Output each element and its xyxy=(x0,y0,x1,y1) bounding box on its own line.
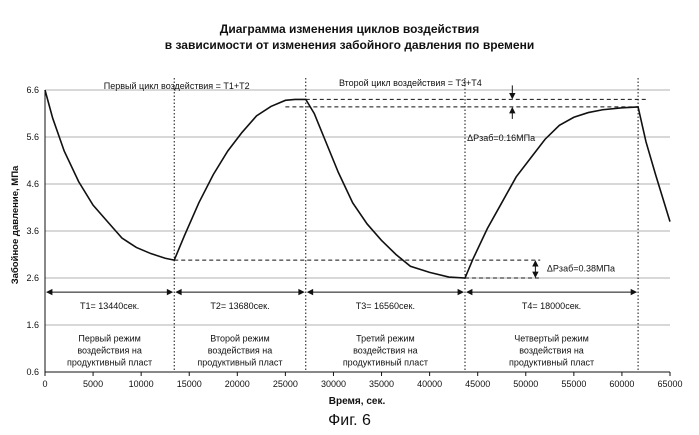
arrow-head xyxy=(532,260,538,266)
x-tick-label: 5000 xyxy=(83,379,103,389)
x-tick-label: 40000 xyxy=(417,379,442,389)
arrow-head xyxy=(466,289,472,295)
figure-caption: Фиг. 6 xyxy=(0,412,699,430)
phase-mode-label: Четвертый режим xyxy=(514,333,589,343)
x-tick-label: 35000 xyxy=(369,379,394,389)
cycle-label: Первый цикл воздействия = Т1+Т2 xyxy=(104,81,250,91)
phase-mode-label: воздействия на xyxy=(208,345,273,355)
arrow-head xyxy=(167,289,173,295)
x-tick-label: 50000 xyxy=(513,379,538,389)
x-tick-label: 55000 xyxy=(561,379,586,389)
x-tick-label: 0 xyxy=(42,379,47,389)
phase-mode-label: продуктивный пласт xyxy=(197,357,282,367)
phase-mode-label: продуктивный пласт xyxy=(343,357,428,367)
y-tick-label: 6.6 xyxy=(26,85,39,95)
x-tick-label: 30000 xyxy=(321,379,346,389)
delta-pressure-label: ΔPзаб=0.16МПа xyxy=(467,133,535,143)
x-tick-label: 65000 xyxy=(657,379,682,389)
x-tick-label: 10000 xyxy=(129,379,154,389)
x-tick-label: 15000 xyxy=(177,379,202,389)
arrow-head xyxy=(631,289,637,295)
arrow-head xyxy=(298,289,304,295)
phase-duration-label: Т4= 18000сек. xyxy=(522,301,581,311)
y-tick-label: 4.6 xyxy=(26,179,39,189)
arrow-head xyxy=(458,289,464,295)
x-tick-label: 20000 xyxy=(225,379,250,389)
arrow-head xyxy=(532,272,538,278)
phase-mode-label: воздействия на xyxy=(77,345,142,355)
phase-duration-label: Т1= 13440сек. xyxy=(80,301,139,311)
phase-mode-label: продуктивный пласт xyxy=(67,357,152,367)
phase-mode-label: Второй режим xyxy=(210,333,269,343)
y-tick-label: 2.6 xyxy=(26,273,39,283)
x-tick-label: 25000 xyxy=(273,379,298,389)
y-tick-label: 0.6 xyxy=(26,367,39,377)
phase-mode-label: воздействия на xyxy=(353,345,418,355)
phase-mode-label: Первый режим xyxy=(78,333,140,343)
phase-duration-label: Т3= 16560сек. xyxy=(356,301,415,311)
delta-pressure-label: ΔPзаб=0.38МПа xyxy=(547,264,615,274)
phase-mode-label: продуктивный пласт xyxy=(509,357,594,367)
y-tick-label: 1.6 xyxy=(26,320,39,330)
phase-duration-label: Т2= 13680сек. xyxy=(210,301,269,311)
y-tick-label: 5.6 xyxy=(26,132,39,142)
arrow-head xyxy=(509,93,515,99)
y-axis-label: Забойное давление, МПа xyxy=(10,165,21,284)
x-axis-label: Время, сек. xyxy=(329,396,386,407)
arrow-head xyxy=(46,289,52,295)
x-tick-label: 45000 xyxy=(465,379,490,389)
arrow-head xyxy=(175,289,181,295)
y-tick-label: 3.6 xyxy=(26,226,39,236)
arrow-head xyxy=(509,107,515,113)
phase-mode-label: воздействия на xyxy=(519,345,584,355)
x-tick-label: 60000 xyxy=(609,379,634,389)
cycle-label: Второй цикл воздействия = Т3+Т4 xyxy=(339,78,482,88)
arrow-head xyxy=(307,289,313,295)
phase-mode-label: Третий режим xyxy=(356,333,415,343)
